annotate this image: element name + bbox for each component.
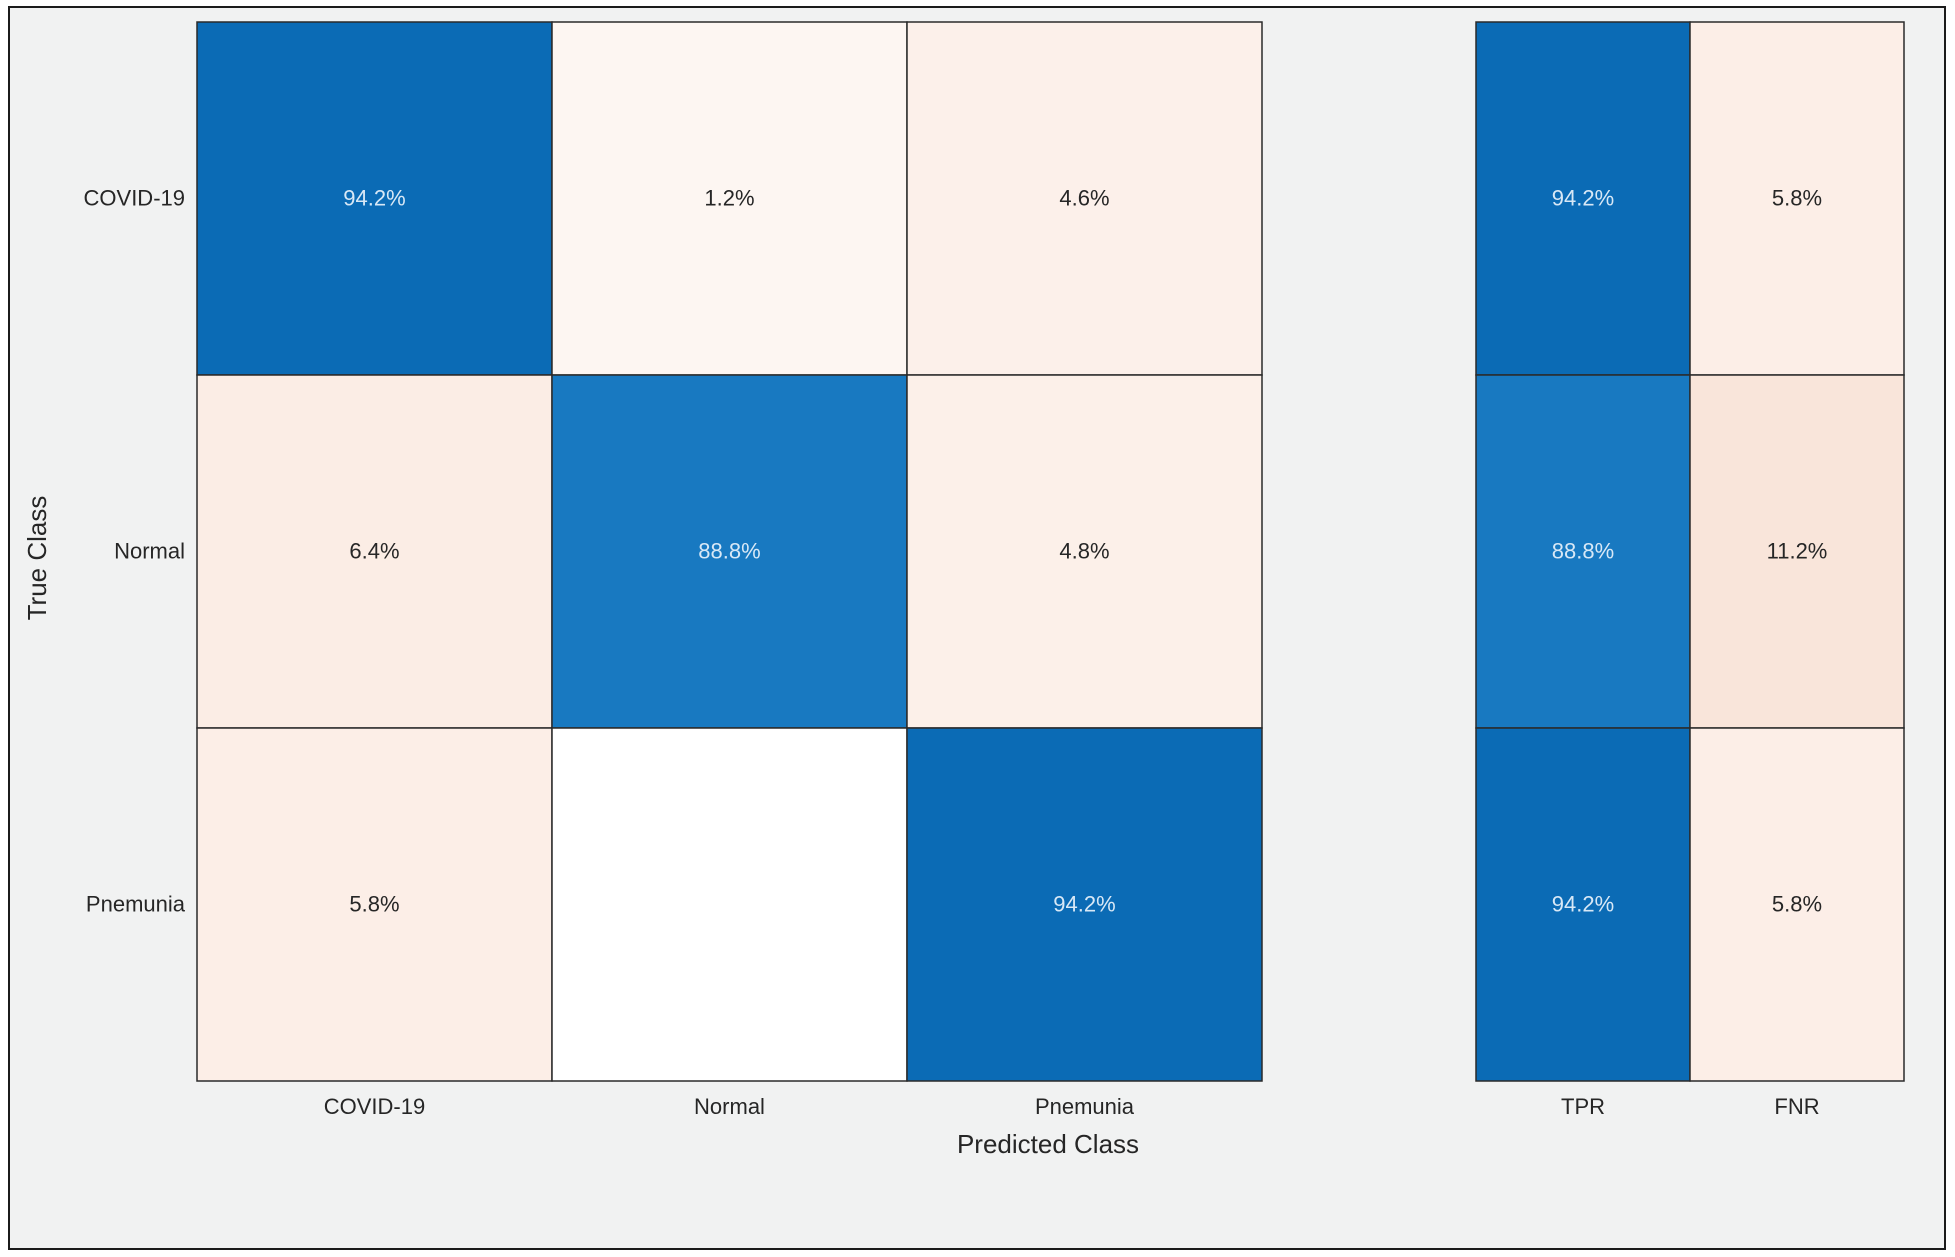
y-axis-title: True Class xyxy=(22,496,52,621)
x-tick-label: Pnemunia xyxy=(1035,1094,1135,1119)
matrix-cell xyxy=(196,727,553,1082)
summary-column-label: FNR xyxy=(1774,1094,1819,1119)
confusion-matrix-grid: 94.2% 1.2% 4.6% 6.4% 88.8% 4.8% 5.8% 94.2% xyxy=(196,21,1263,1082)
matrix-cell xyxy=(551,21,908,376)
x-axis-title: Predicted Class xyxy=(957,1129,1139,1159)
summary-cell-label: 94.2% xyxy=(1552,185,1614,210)
matrix-cell-label: 94.2% xyxy=(343,185,405,210)
matrix-cell xyxy=(196,21,553,376)
summary-cell xyxy=(1475,374,1691,729)
summary-cell xyxy=(1689,374,1905,729)
matrix-cell xyxy=(906,727,1263,1082)
summary-cell-label: 5.8% xyxy=(1772,891,1822,916)
y-tick-label: Pnemunia xyxy=(86,891,186,916)
matrix-cell-label: 94.2% xyxy=(1053,891,1115,916)
matrix-cell-label: 4.6% xyxy=(1059,185,1109,210)
y-tick-label: Normal xyxy=(114,538,185,563)
summary-cell xyxy=(1689,727,1905,1082)
x-tick-label: COVID-19 xyxy=(324,1094,425,1119)
y-tick-label: COVID-19 xyxy=(84,185,185,210)
summary-cell xyxy=(1475,21,1691,376)
matrix-cell xyxy=(196,374,553,729)
matrix-cell xyxy=(551,727,908,1082)
matrix-cell-label: 88.8% xyxy=(698,538,760,563)
summary-cell xyxy=(1689,21,1905,376)
matrix-cell-label: 5.8% xyxy=(349,891,399,916)
matrix-cell-label: 1.2% xyxy=(704,185,754,210)
summary-cell xyxy=(1475,727,1691,1082)
matrix-cell xyxy=(906,21,1263,376)
summary-cell-label: 11.2% xyxy=(1767,538,1828,563)
summary-cell-label: 5.8% xyxy=(1772,185,1822,210)
summary-column-label: TPR xyxy=(1561,1094,1605,1119)
summary-cell-label: 88.8% xyxy=(1552,538,1614,563)
summary-cell-label: 94.2% xyxy=(1552,891,1614,916)
matrix-cell xyxy=(551,374,908,729)
matrix-cell-label: 6.4% xyxy=(349,538,399,563)
matrix-cell-label: 4.8% xyxy=(1059,538,1109,563)
x-tick-label: Normal xyxy=(694,1094,765,1119)
summary-grid: 94.2% 5.8% 88.8% 11.2% 94.2% 5.8% xyxy=(1475,21,1905,1082)
matrix-cell xyxy=(906,374,1263,729)
axis-labels: Predicted Class True Class COVID-19 Norma… xyxy=(22,185,1820,1159)
